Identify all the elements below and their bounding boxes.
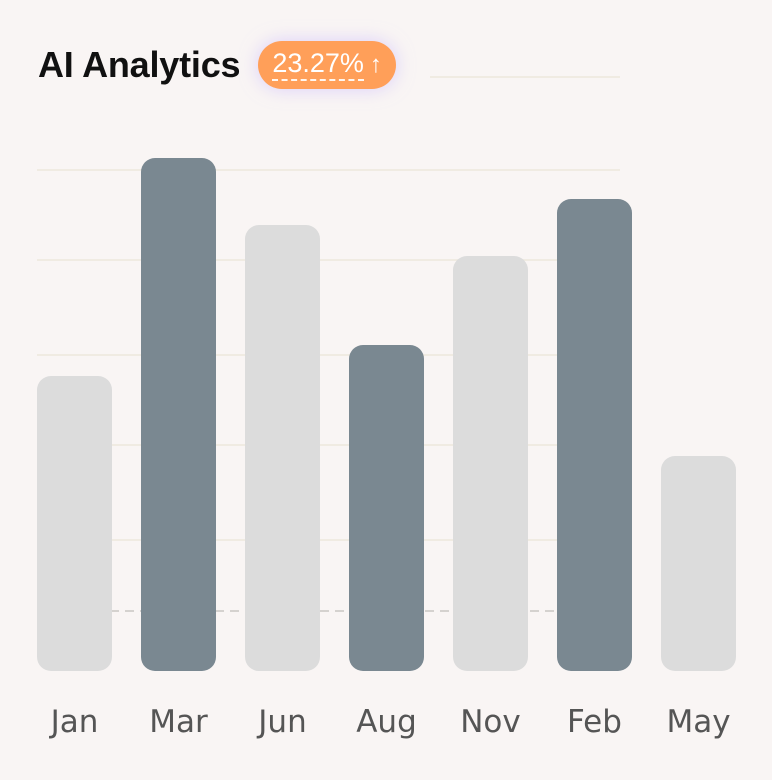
- bar-mar[interactable]: [141, 158, 216, 671]
- bar-jun[interactable]: [245, 225, 320, 671]
- x-tick-label: Nov: [460, 704, 521, 740]
- growth-value: 23.27%: [272, 49, 364, 81]
- arrow-up-icon: ↑: [369, 51, 382, 78]
- grid-lines: [37, 76, 620, 541]
- bar-may[interactable]: [661, 456, 736, 671]
- x-tick-label: Mar: [149, 704, 208, 740]
- chart-title: AI Analytics: [38, 44, 241, 85]
- chart-header: AI Analytics 23.27% ↑: [38, 38, 396, 92]
- x-tick-label: Jan: [49, 704, 99, 740]
- x-tick-label: Jun: [256, 704, 306, 740]
- x-axis-labels: Jan Mar Jun Aug Nov Feb May: [49, 704, 731, 740]
- bars: [37, 158, 736, 671]
- x-tick-label: Feb: [567, 704, 622, 740]
- x-tick-label: Aug: [356, 704, 417, 740]
- bar-feb[interactable]: [557, 199, 632, 671]
- bar-jan[interactable]: [37, 376, 112, 671]
- x-tick-label: May: [666, 704, 730, 740]
- growth-badge[interactable]: 23.27% ↑: [258, 41, 396, 89]
- bar-nov[interactable]: [453, 256, 528, 671]
- bar-aug[interactable]: [349, 345, 424, 671]
